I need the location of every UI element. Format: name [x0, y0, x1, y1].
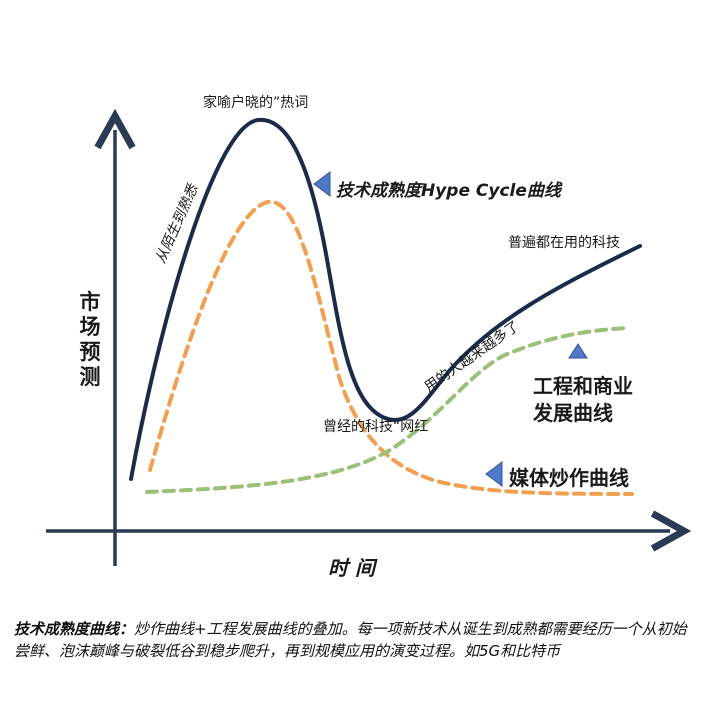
trough-label: 曾经的科技“网红: [323, 419, 429, 435]
hype-cycle-label: 技术成熟度Hype Cycle曲线: [336, 181, 561, 201]
peak-label: 家喻户晓的”热词: [203, 95, 309, 111]
engineering-pointer-icon: [568, 343, 588, 359]
engineering-label-line2: 发展曲线: [533, 401, 613, 425]
hype-cycle-diagram: [46, 0, 710, 566]
y-axis-label: 市场预测: [79, 290, 101, 389]
hype-cycle-curve: [129, 117, 642, 481]
hype-cycle-pointer-icon: [313, 171, 331, 197]
plateau-label: 普遍都在用的科技: [508, 235, 620, 251]
engineering-label-line1: 工程和商业: [533, 374, 633, 398]
engineering-curve: [145, 326, 630, 494]
caption: 技术成熟度曲线：炒作曲线+工程发展曲线的叠加。每一项新技术从诞生到成熟都需要经历…: [14, 618, 698, 662]
media-label: 媒体炒作曲线: [509, 466, 629, 490]
media-pointer-icon: [485, 461, 503, 487]
media-hype-curve: [148, 199, 634, 496]
x-axis-label: 时 间: [328, 556, 375, 580]
caption-body: 炒作曲线+工程发展曲线的叠加。每一项新技术从诞生到成熟都需要经历一个从初始尝鲜、…: [14, 620, 687, 660]
caption-title: 技术成熟度曲线：: [14, 620, 135, 638]
